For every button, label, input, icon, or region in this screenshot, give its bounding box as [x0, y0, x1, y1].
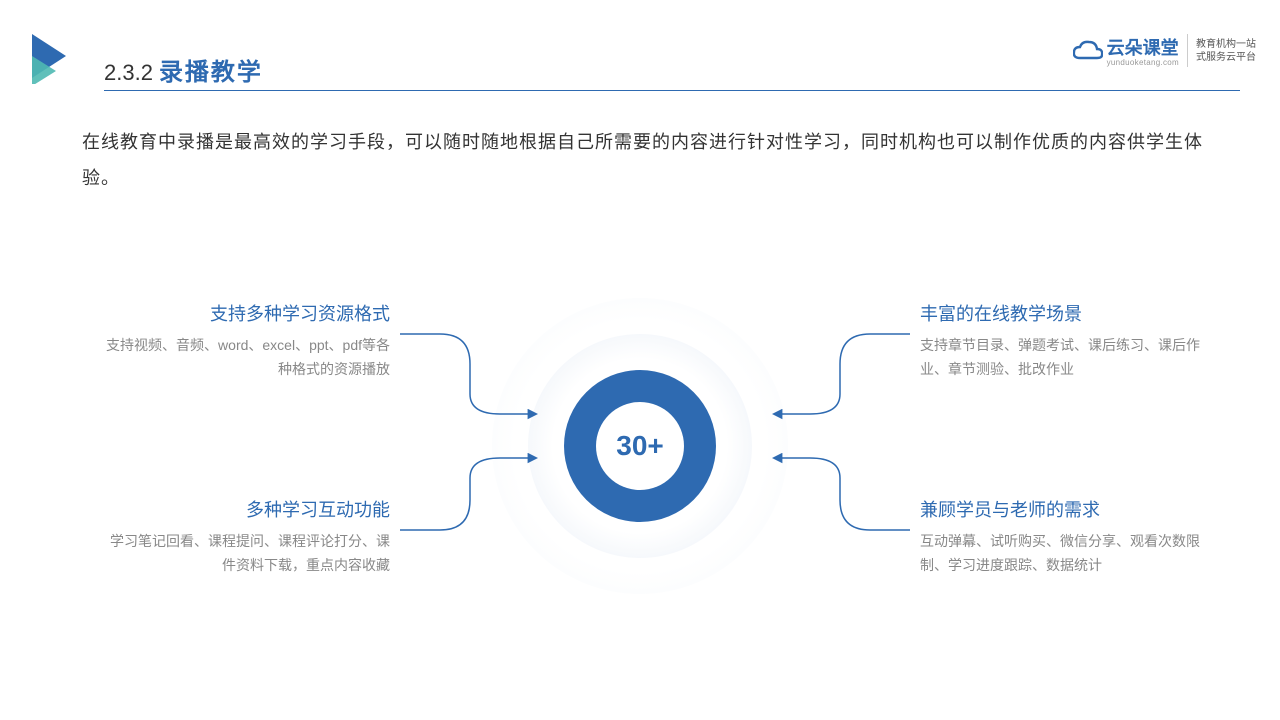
- feature-title: 支持多种学习资源格式: [100, 300, 390, 326]
- brand-domain: yunduoketang.com: [1107, 58, 1179, 67]
- feature-title: 丰富的在线教学场景: [920, 300, 1210, 326]
- feature-desc: 支持章节目录、弹题考试、课后练习、课后作业、章节测验、批改作业: [920, 334, 1210, 382]
- feature-desc: 学习笔记回看、课程提问、课程评论打分、课件资料下载，重点内容收藏: [100, 530, 390, 578]
- brand-text: 云朵课堂 yunduoketang.com: [1107, 34, 1188, 67]
- brand-name: 云朵课堂: [1107, 34, 1179, 60]
- ring-value: 30+: [596, 402, 684, 490]
- feature-desc: 支持视频、音频、word、excel、ppt、pdf等各种格式的资源播放: [100, 334, 390, 382]
- play-icon: [32, 34, 72, 84]
- intro-text: 在线教育中录播是最高效的学习手段，可以随时随地根据自己所需要的内容进行针对性学习…: [82, 124, 1210, 196]
- feature-bottom-left: 多种学习互动功能 学习笔记回看、课程提问、课程评论打分、课件资料下载，重点内容收…: [100, 496, 390, 578]
- feature-title: 多种学习互动功能: [100, 496, 390, 522]
- feature-top-left: 支持多种学习资源格式 支持视频、音频、word、excel、ppt、pdf等各种…: [100, 300, 390, 382]
- section-title: 录播教学: [159, 52, 263, 87]
- feature-top-right: 丰富的在线教学场景 支持章节目录、弹题考试、课后练习、课后作业、章节测验、批改作…: [920, 300, 1210, 382]
- brand-logo-block: 云朵课堂 yunduoketang.com 教育机构一站式服务云平台: [1073, 34, 1256, 67]
- cloud-icon: [1073, 40, 1103, 62]
- feature-title: 兼顾学员与老师的需求: [920, 496, 1210, 522]
- section-heading: 2.3.2 录播教学: [104, 52, 263, 87]
- slide-header: 2.3.2 录播教学 云朵课堂 yunduoketang.com 教育机构一站式…: [0, 34, 1280, 94]
- feature-desc: 互动弹幕、试听购买、微信分享、观看次数限制、学习进度跟踪、数据统计: [920, 530, 1210, 578]
- center-ring: 30+: [492, 298, 788, 594]
- section-number: 2.3.2: [104, 60, 153, 86]
- feature-bottom-right: 兼顾学员与老师的需求 互动弹幕、试听购买、微信分享、观看次数限制、学习进度跟踪、…: [920, 496, 1210, 578]
- ring-body: 30+: [564, 370, 716, 522]
- heading-underline: [104, 90, 1240, 91]
- brand-tagline: 教育机构一站式服务云平台: [1196, 38, 1256, 64]
